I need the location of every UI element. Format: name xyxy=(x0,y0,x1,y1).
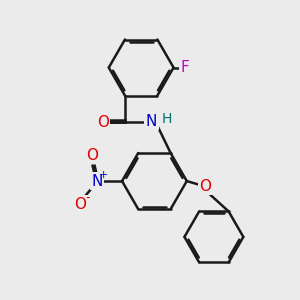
Text: O: O xyxy=(87,148,99,163)
Text: O: O xyxy=(97,115,109,130)
Text: F: F xyxy=(180,60,189,75)
Text: O: O xyxy=(199,179,211,194)
Text: +: + xyxy=(99,170,108,180)
Text: -: - xyxy=(85,191,90,204)
Text: H: H xyxy=(162,112,172,126)
Text: N: N xyxy=(91,174,103,189)
Text: O: O xyxy=(74,197,86,212)
Text: N: N xyxy=(146,114,157,129)
